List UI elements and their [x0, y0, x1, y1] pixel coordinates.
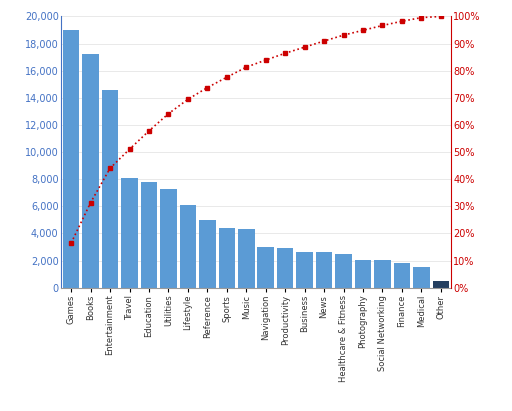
Bar — [238, 229, 254, 288]
Bar — [277, 248, 293, 288]
Bar — [258, 247, 274, 288]
Bar — [316, 252, 332, 288]
Bar — [296, 252, 313, 288]
Bar — [219, 228, 235, 288]
Bar — [180, 205, 196, 288]
Bar — [374, 260, 391, 288]
Bar — [335, 254, 352, 288]
Bar — [63, 30, 79, 288]
Bar — [160, 189, 177, 288]
Bar — [141, 182, 157, 288]
Bar — [82, 54, 99, 288]
Bar — [121, 178, 138, 288]
Bar — [394, 263, 410, 288]
Bar — [199, 220, 216, 288]
Bar — [433, 281, 449, 288]
Bar — [102, 90, 118, 288]
Bar — [413, 267, 430, 288]
Bar — [355, 260, 371, 288]
